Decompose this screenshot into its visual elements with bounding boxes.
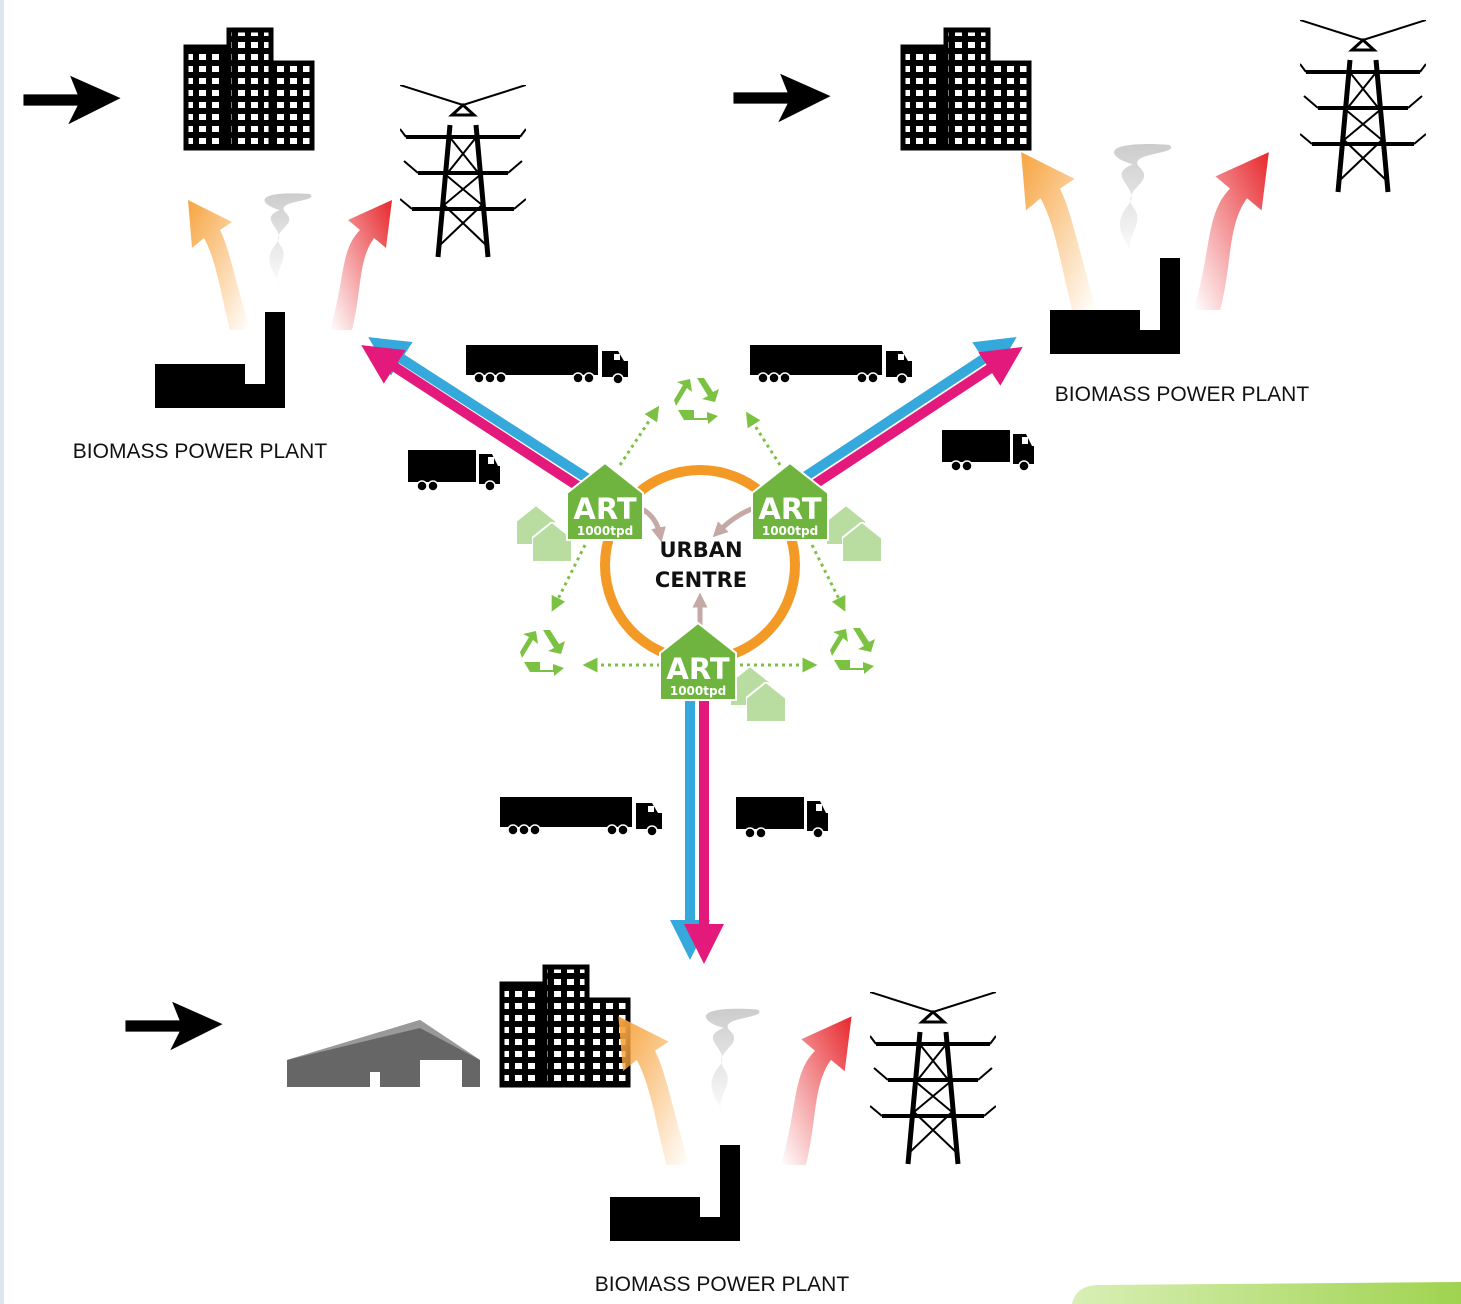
arrow-line — [803, 346, 1023, 495]
smalltruck — [736, 797, 828, 839]
heat — [618, 1008, 852, 1165]
left-border — [0, 0, 4, 1304]
arrow-line — [797, 336, 1017, 485]
pylon — [1300, 20, 1426, 192]
pylon — [870, 992, 996, 1164]
cluster-top-left: BIOMASS POWER PLANT — [23, 30, 526, 463]
recycle — [830, 628, 875, 674]
art-capacity: 1000tpd — [762, 524, 818, 538]
city — [186, 30, 312, 148]
bigtruck — [466, 345, 628, 385]
plant-label: BIOMASS POWER PLANT — [1055, 383, 1310, 406]
blkarrow — [23, 75, 121, 125]
heat — [1021, 144, 1269, 310]
city — [502, 967, 628, 1085]
city — [903, 30, 1029, 148]
art-label: ART — [666, 652, 729, 686]
art-unit: ART 1000tpd — [751, 461, 829, 541]
art-unit: ART 1000tpd — [566, 461, 644, 541]
corner-panel — [1072, 1282, 1461, 1304]
art-capacity: 1000tpd — [670, 684, 726, 698]
smalltruck — [942, 430, 1034, 472]
art-label: ART — [758, 492, 821, 526]
cluster-bottom: BIOMASS POWER PLANT — [125, 967, 996, 1296]
bigtruck — [500, 797, 662, 837]
art-label: ART — [573, 492, 636, 526]
recycle — [674, 378, 719, 424]
shape — [659, 621, 737, 701]
recycle — [520, 630, 565, 676]
blkarrow — [125, 1001, 223, 1051]
centre-label: CENTRE — [655, 568, 747, 592]
transport-arrows — [361, 336, 1023, 964]
green-dotted-arrows — [551, 405, 846, 673]
shape — [566, 461, 644, 541]
factory — [155, 312, 285, 408]
art-capacity: 1000tpd — [577, 524, 633, 538]
bigtruck — [750, 345, 912, 385]
pylon — [400, 85, 526, 257]
arrow-line — [745, 411, 782, 466]
plant-label: BIOMASS POWER PLANT — [73, 440, 328, 463]
arrow-line — [361, 345, 593, 499]
blkarrow — [733, 73, 831, 123]
art-unit: ART 1000tpd — [659, 621, 737, 701]
cluster-top-right: BIOMASS POWER PLANT — [733, 20, 1426, 406]
shed — [287, 1020, 480, 1087]
arrow-line — [810, 544, 846, 612]
shape — [751, 461, 829, 541]
shed-roof — [287, 1020, 480, 1060]
plant-label: BIOMASS POWER PLANT — [595, 1273, 850, 1296]
arrow-line — [618, 405, 660, 466]
smalltruck — [408, 450, 500, 492]
heat — [188, 193, 392, 330]
arrow-line — [368, 337, 599, 489]
centre-label: URBAN — [659, 538, 742, 562]
